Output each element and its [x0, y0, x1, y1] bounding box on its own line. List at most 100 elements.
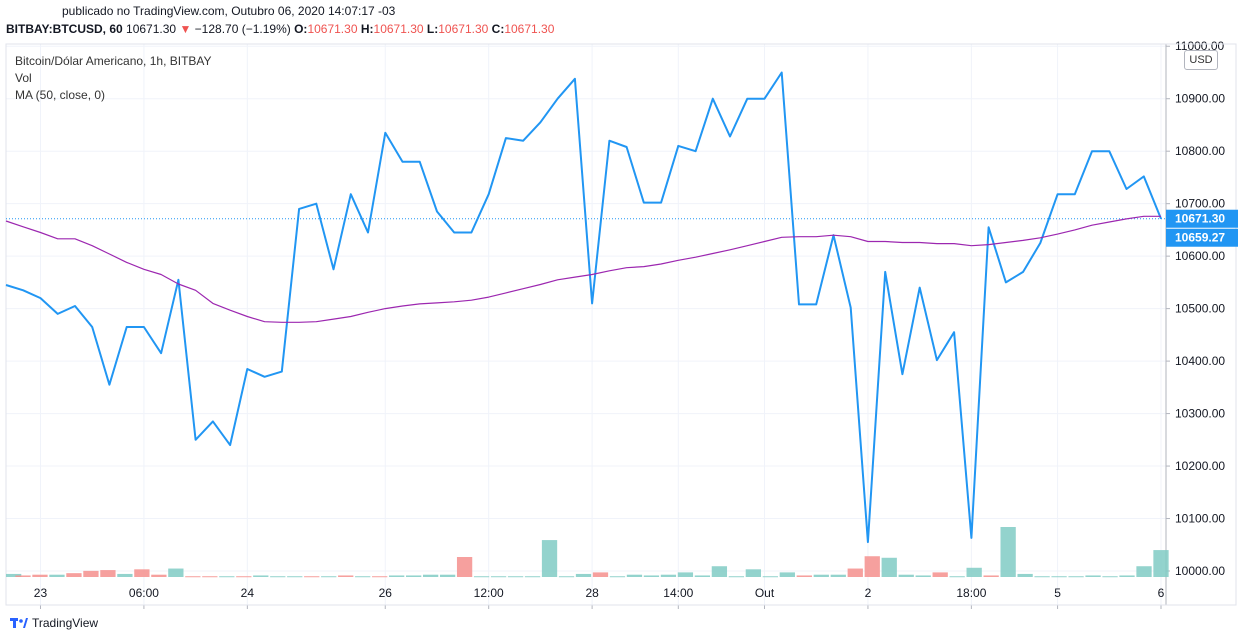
price-tag-box	[1166, 228, 1238, 247]
high-label: H:	[360, 22, 374, 36]
volume-bar	[507, 576, 524, 578]
volume-bar	[779, 572, 795, 577]
volume-bar	[389, 575, 405, 577]
volume-bar	[949, 576, 965, 578]
volume-bar	[694, 575, 711, 577]
volume-bar	[643, 575, 660, 577]
volume-bar	[745, 569, 761, 577]
x-tick-label: 24	[241, 586, 255, 600]
chart-border	[5, 43, 1237, 606]
volume-bar	[456, 557, 473, 577]
x-tick-label: 26	[379, 586, 393, 600]
price-tag-box	[1166, 209, 1238, 228]
y-tick-label: 11000.00	[1175, 39, 1224, 53]
volume-bar	[32, 574, 48, 577]
price-series-line	[5, 71, 1162, 544]
volume-bar	[321, 576, 337, 578]
volume-bar	[134, 569, 150, 577]
volume-bar	[439, 574, 456, 577]
x-tick-label: 5	[1054, 586, 1061, 600]
volume-bar	[473, 576, 490, 578]
price-tag-label: 10671.30	[1175, 212, 1225, 226]
high-value: 10671.30	[373, 22, 424, 36]
volume-bar	[592, 572, 609, 577]
x-tick-label: 2	[865, 586, 872, 600]
volume-bar	[253, 575, 269, 577]
volume-bar	[626, 574, 643, 577]
open-value: 10671.30	[307, 22, 358, 36]
legend-ma: MA (50, close, 0)	[15, 88, 106, 102]
volume-bar	[185, 576, 201, 578]
y-tick-label: 10100.00	[1175, 512, 1225, 526]
x-tick-label: 18:00	[956, 586, 986, 600]
volume-bar	[117, 573, 133, 577]
volume-bar	[796, 575, 812, 577]
volume-bar	[1119, 575, 1135, 577]
volume-bar	[609, 576, 626, 578]
volume-bar	[338, 575, 354, 577]
volume-bar	[966, 567, 982, 577]
volume-bar	[575, 573, 592, 577]
volume-bar	[983, 575, 999, 577]
volume-bar	[1085, 575, 1101, 577]
volume-bar	[915, 575, 931, 577]
volume-bar	[270, 576, 286, 578]
volume-bar	[219, 576, 235, 578]
y-tick-label: 10800.00	[1175, 144, 1225, 158]
price-tag-label: 10659.27	[1175, 231, 1225, 245]
y-tick-label: 10700.00	[1175, 197, 1225, 211]
volume-bar	[6, 573, 22, 577]
y-tick-label: 10500.00	[1175, 302, 1225, 316]
volume-bar	[864, 556, 880, 577]
volume-bar	[1102, 576, 1118, 578]
x-tick-label: 06:00	[129, 586, 159, 600]
y-tick-label: 10000.00	[1175, 564, 1225, 578]
volume-bar	[49, 574, 65, 577]
volume-bar	[813, 574, 829, 577]
footer-brand-label: TradingView	[32, 616, 99, 630]
tradingview-logo-icon	[10, 618, 28, 628]
volume-bar	[762, 576, 778, 578]
volume-bar	[83, 570, 99, 577]
volume-bar	[15, 575, 31, 577]
volume-bar	[1017, 573, 1033, 577]
volume-bar	[1068, 576, 1084, 578]
currency-button[interactable]: USD	[1184, 50, 1218, 70]
y-tick-label: 10400.00	[1175, 354, 1225, 368]
volume-bar	[490, 576, 507, 578]
volume-bar	[151, 574, 167, 577]
footer-brand[interactable]: TradingView	[10, 616, 98, 630]
volume-bar	[1034, 576, 1050, 578]
volume-bar	[830, 574, 846, 577]
volume-bar	[66, 573, 82, 577]
volume-bar	[372, 576, 388, 578]
volume-bar	[677, 572, 694, 577]
last-price: 10671.30	[126, 22, 177, 36]
low-label: L:	[426, 22, 439, 36]
chart-legend: Bitcoin/Dólar Americano, 1h, BITBAY Vol …	[15, 53, 212, 104]
x-tick-label: 23	[34, 586, 48, 600]
close-label: C:	[491, 22, 505, 36]
volume-bar	[728, 576, 745, 578]
volume-bar	[660, 574, 677, 577]
volume-bar	[100, 570, 116, 577]
volume-bar	[1153, 550, 1169, 577]
y-tick-label: 10600.00	[1175, 249, 1225, 263]
volume-bar	[304, 576, 320, 578]
x-tick-label: 14:00	[663, 586, 693, 600]
x-tick-label: Out	[755, 586, 775, 600]
volume-bar	[711, 566, 728, 577]
volume-bar	[236, 576, 252, 578]
down-arrow-icon: ▼	[179, 22, 192, 36]
x-tick-label: 12:00	[474, 586, 504, 600]
open-label: O:	[294, 22, 308, 36]
volume-bar	[847, 568, 863, 577]
volume-bar	[168, 568, 184, 577]
volume-bar	[558, 576, 575, 578]
volume-bar	[541, 540, 558, 577]
close-value: 10671.30	[504, 22, 555, 36]
volume-bar	[1051, 576, 1067, 578]
volume-bar	[287, 576, 303, 578]
volume-bar	[524, 576, 541, 578]
